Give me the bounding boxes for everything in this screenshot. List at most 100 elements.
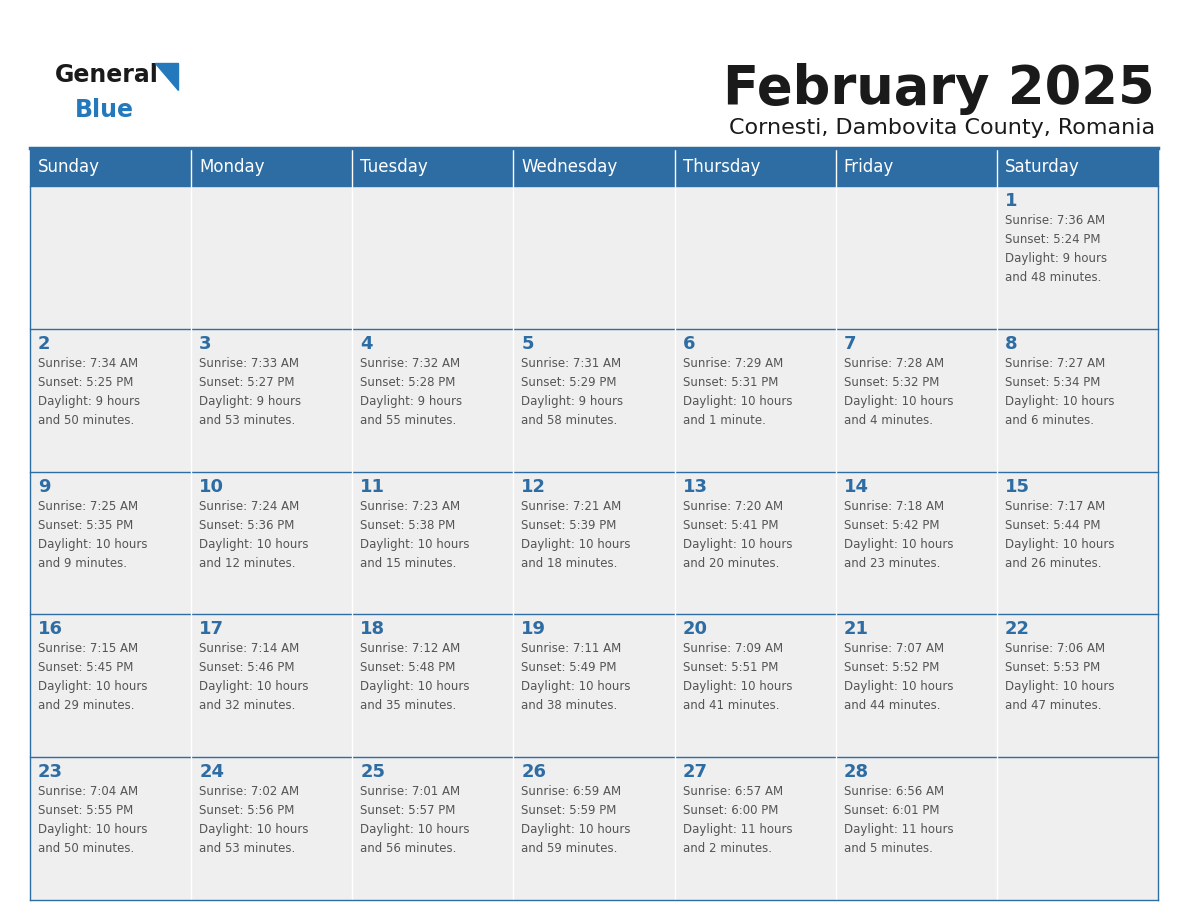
- Text: Sunset: 5:48 PM: Sunset: 5:48 PM: [360, 661, 456, 675]
- Text: Sunset: 5:52 PM: Sunset: 5:52 PM: [843, 661, 939, 675]
- Bar: [513, 329, 675, 472]
- Text: and 20 minutes.: and 20 minutes.: [683, 556, 779, 569]
- Text: Sunset: 5:59 PM: Sunset: 5:59 PM: [522, 804, 617, 817]
- Text: 2: 2: [38, 335, 51, 353]
- Text: 16: 16: [38, 621, 63, 638]
- Text: Monday: Monday: [200, 158, 265, 176]
- Text: 8: 8: [1005, 335, 1017, 353]
- Text: Sunset: 5:34 PM: Sunset: 5:34 PM: [1005, 375, 1100, 389]
- Text: Sunset: 5:55 PM: Sunset: 5:55 PM: [38, 804, 133, 817]
- Text: Cornesti, Dambovita County, Romania: Cornesti, Dambovita County, Romania: [729, 118, 1155, 138]
- Text: Daylight: 10 hours: Daylight: 10 hours: [683, 538, 792, 551]
- Text: Sunset: 5:45 PM: Sunset: 5:45 PM: [38, 661, 133, 675]
- Bar: [513, 186, 675, 329]
- Bar: [353, 757, 513, 900]
- Bar: [997, 148, 1158, 186]
- Text: Sunrise: 7:09 AM: Sunrise: 7:09 AM: [683, 643, 783, 655]
- Bar: [835, 614, 997, 757]
- Bar: [675, 757, 835, 900]
- Text: Sunrise: 7:29 AM: Sunrise: 7:29 AM: [683, 357, 783, 370]
- Text: and 50 minutes.: and 50 minutes.: [38, 414, 134, 427]
- Bar: [513, 757, 675, 900]
- Text: Daylight: 10 hours: Daylight: 10 hours: [1005, 395, 1114, 408]
- Bar: [675, 614, 835, 757]
- Text: and 55 minutes.: and 55 minutes.: [360, 414, 456, 427]
- Text: 20: 20: [683, 621, 708, 638]
- Text: 25: 25: [360, 763, 385, 781]
- Text: 7: 7: [843, 335, 857, 353]
- Text: Sunrise: 7:11 AM: Sunrise: 7:11 AM: [522, 643, 621, 655]
- Text: Sunrise: 7:25 AM: Sunrise: 7:25 AM: [38, 499, 138, 512]
- Text: Daylight: 9 hours: Daylight: 9 hours: [38, 395, 140, 408]
- Text: Sunrise: 7:28 AM: Sunrise: 7:28 AM: [843, 357, 943, 370]
- Text: 22: 22: [1005, 621, 1030, 638]
- Bar: [353, 472, 513, 614]
- Text: Sunset: 5:42 PM: Sunset: 5:42 PM: [843, 519, 940, 532]
- Text: and 15 minutes.: and 15 minutes.: [360, 556, 456, 569]
- Text: Sunset: 5:41 PM: Sunset: 5:41 PM: [683, 519, 778, 532]
- Text: and 59 minutes.: and 59 minutes.: [522, 842, 618, 856]
- Text: 14: 14: [843, 477, 868, 496]
- Text: Saturday: Saturday: [1005, 158, 1080, 176]
- Text: Sunset: 5:57 PM: Sunset: 5:57 PM: [360, 804, 456, 817]
- Bar: [997, 472, 1158, 614]
- Bar: [997, 329, 1158, 472]
- Bar: [30, 329, 191, 472]
- Bar: [513, 148, 675, 186]
- Text: 10: 10: [200, 477, 225, 496]
- Text: Sunrise: 7:02 AM: Sunrise: 7:02 AM: [200, 785, 299, 798]
- Bar: [997, 614, 1158, 757]
- Text: Sunset: 5:27 PM: Sunset: 5:27 PM: [200, 375, 295, 389]
- Bar: [675, 186, 835, 329]
- Text: 17: 17: [200, 621, 225, 638]
- Text: Sunset: 5:46 PM: Sunset: 5:46 PM: [200, 661, 295, 675]
- Bar: [353, 186, 513, 329]
- Text: Sunrise: 7:17 AM: Sunrise: 7:17 AM: [1005, 499, 1105, 512]
- Text: and 4 minutes.: and 4 minutes.: [843, 414, 933, 427]
- Bar: [835, 329, 997, 472]
- Text: and 35 minutes.: and 35 minutes.: [360, 700, 456, 712]
- Text: Sunset: 5:25 PM: Sunset: 5:25 PM: [38, 375, 133, 389]
- Text: Sunset: 5:28 PM: Sunset: 5:28 PM: [360, 375, 456, 389]
- Text: 9: 9: [38, 477, 51, 496]
- Bar: [997, 757, 1158, 900]
- Text: and 9 minutes.: and 9 minutes.: [38, 556, 127, 569]
- Text: Daylight: 9 hours: Daylight: 9 hours: [522, 395, 624, 408]
- Text: 5: 5: [522, 335, 533, 353]
- Text: Daylight: 9 hours: Daylight: 9 hours: [200, 395, 302, 408]
- Text: Daylight: 11 hours: Daylight: 11 hours: [843, 823, 953, 836]
- Text: and 18 minutes.: and 18 minutes.: [522, 556, 618, 569]
- Text: Daylight: 10 hours: Daylight: 10 hours: [522, 823, 631, 836]
- Text: Sunset: 5:36 PM: Sunset: 5:36 PM: [200, 519, 295, 532]
- Text: Daylight: 10 hours: Daylight: 10 hours: [200, 680, 309, 693]
- Text: Sunrise: 7:12 AM: Sunrise: 7:12 AM: [360, 643, 461, 655]
- Bar: [513, 472, 675, 614]
- Bar: [353, 329, 513, 472]
- Text: and 26 minutes.: and 26 minutes.: [1005, 556, 1101, 569]
- Text: Sunset: 5:44 PM: Sunset: 5:44 PM: [1005, 519, 1100, 532]
- Text: Daylight: 10 hours: Daylight: 10 hours: [38, 823, 147, 836]
- Text: Daylight: 10 hours: Daylight: 10 hours: [1005, 538, 1114, 551]
- Bar: [675, 148, 835, 186]
- Bar: [30, 614, 191, 757]
- Text: Daylight: 10 hours: Daylight: 10 hours: [360, 680, 469, 693]
- Text: and 38 minutes.: and 38 minutes.: [522, 700, 618, 712]
- Text: Daylight: 10 hours: Daylight: 10 hours: [38, 680, 147, 693]
- Text: Daylight: 10 hours: Daylight: 10 hours: [200, 538, 309, 551]
- Bar: [191, 472, 353, 614]
- Text: 18: 18: [360, 621, 385, 638]
- Bar: [191, 186, 353, 329]
- Text: and 50 minutes.: and 50 minutes.: [38, 842, 134, 856]
- Text: Sunrise: 7:06 AM: Sunrise: 7:06 AM: [1005, 643, 1105, 655]
- Text: 6: 6: [683, 335, 695, 353]
- Text: Sunset: 5:35 PM: Sunset: 5:35 PM: [38, 519, 133, 532]
- Text: Daylight: 10 hours: Daylight: 10 hours: [843, 538, 953, 551]
- Text: Sunrise: 7:18 AM: Sunrise: 7:18 AM: [843, 499, 943, 512]
- Text: 23: 23: [38, 763, 63, 781]
- Text: and 56 minutes.: and 56 minutes.: [360, 842, 456, 856]
- Text: Sunrise: 7:07 AM: Sunrise: 7:07 AM: [843, 643, 943, 655]
- Text: Daylight: 11 hours: Daylight: 11 hours: [683, 823, 792, 836]
- Text: and 12 minutes.: and 12 minutes.: [200, 556, 296, 569]
- Text: Daylight: 10 hours: Daylight: 10 hours: [200, 823, 309, 836]
- Text: Sunrise: 7:15 AM: Sunrise: 7:15 AM: [38, 643, 138, 655]
